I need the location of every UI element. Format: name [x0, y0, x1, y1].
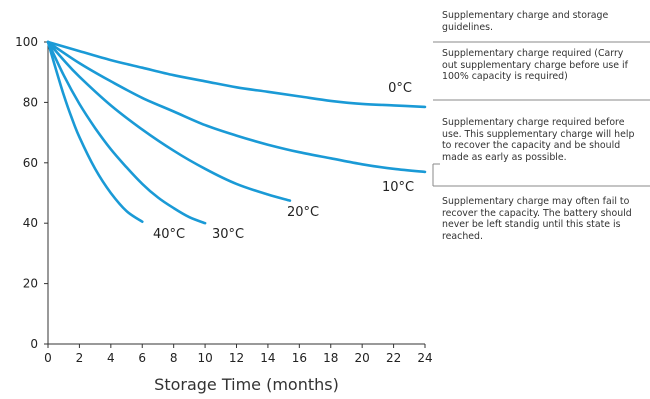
- curve-30c: [46, 40, 207, 225]
- series-label-10c: 10°C: [382, 180, 414, 195]
- y-tick-label: 80: [23, 95, 38, 109]
- curve-10c: [46, 40, 427, 174]
- x-tick-label: 4: [107, 351, 115, 365]
- guideline-dividers: [432, 41, 650, 187]
- curve-40c: [46, 40, 144, 223]
- series-label-30c: 30°C: [212, 227, 244, 242]
- x-tick-label: 6: [138, 351, 146, 365]
- series-label-20c: 20°C: [287, 205, 319, 220]
- x-tick-label: 18: [323, 351, 338, 365]
- guideline-may-fail: Supplementary charge may often fail to r…: [442, 196, 632, 242]
- x-tick-label: 20: [355, 351, 370, 365]
- y-tick-label: 40: [23, 216, 38, 230]
- x-tick-label: 0: [44, 351, 52, 365]
- guideline-charge-required: Supplementary charge required before use…: [442, 117, 635, 163]
- y-tick-label: 60: [23, 156, 38, 170]
- x-axis-label: Storage Time (months): [154, 375, 339, 394]
- curve-20c: [46, 40, 292, 202]
- x-tick-label: 24: [417, 351, 432, 365]
- series-label-40c: 40°C: [153, 227, 185, 242]
- x-tick-label: 12: [229, 351, 244, 365]
- y-tick-label: 100: [15, 35, 38, 49]
- x-tick-label: 16: [292, 351, 307, 365]
- x-tick-label: 10: [197, 351, 212, 365]
- y-tick-label: 20: [23, 277, 38, 291]
- curve-0c: [46, 40, 427, 109]
- series-label-group: 0°C 10°C 20°C 30°C 40°C: [153, 81, 414, 242]
- x-tick-label: 22: [386, 351, 401, 365]
- x-tick-label: 14: [260, 351, 275, 365]
- guideline-title: Supplementary charge and storage guideli…: [442, 10, 609, 33]
- curve-group: [46, 40, 427, 225]
- y-tick-label: 0: [30, 337, 38, 351]
- series-label-0c: 0°C: [388, 81, 412, 96]
- guideline-charge-if-full: Supplementary charge required (Carry out…: [442, 48, 628, 83]
- x-tick-label: 8: [170, 351, 178, 365]
- x-tick-label: 2: [76, 351, 84, 365]
